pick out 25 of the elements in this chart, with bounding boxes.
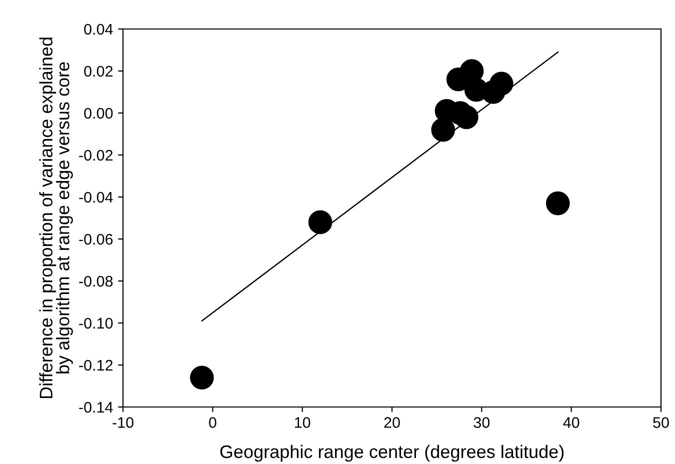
y-tick-label: -0.08 — [79, 276, 113, 287]
y-tick-label: -0.12 — [79, 360, 113, 371]
y-tick-label: -0.04 — [79, 192, 113, 203]
point — [308, 210, 332, 234]
point — [431, 118, 455, 142]
y-tick-label: 0.00 — [84, 108, 113, 119]
x-axis-title: Geographic range center (degrees latitude) — [220, 444, 564, 462]
y-tick-label: 0.04 — [84, 24, 113, 35]
y-tick-label: -0.14 — [79, 402, 113, 413]
x-tick-label: -10 — [112, 417, 134, 428]
x-tick-label: 0 — [209, 417, 216, 428]
x-tick-label: 50 — [653, 417, 669, 428]
y-tick-label: -0.02 — [79, 150, 113, 161]
y-axis-title: Difference in proportion of variance explained by algorithm at range edge versus core — [39, 38, 73, 398]
x-tick-label: 40 — [563, 417, 580, 428]
point — [490, 72, 514, 96]
y-tick-label: -0.10 — [79, 318, 113, 329]
point — [454, 105, 478, 130]
x-tick-label: 10 — [295, 417, 310, 428]
x-tick-label: 30 — [474, 417, 490, 428]
point — [190, 366, 214, 390]
y-tick-label: -0.06 — [79, 234, 113, 245]
y-tick-label: 0.02 — [84, 66, 113, 77]
point — [546, 191, 570, 216]
x-tick-label: 20 — [384, 417, 400, 428]
